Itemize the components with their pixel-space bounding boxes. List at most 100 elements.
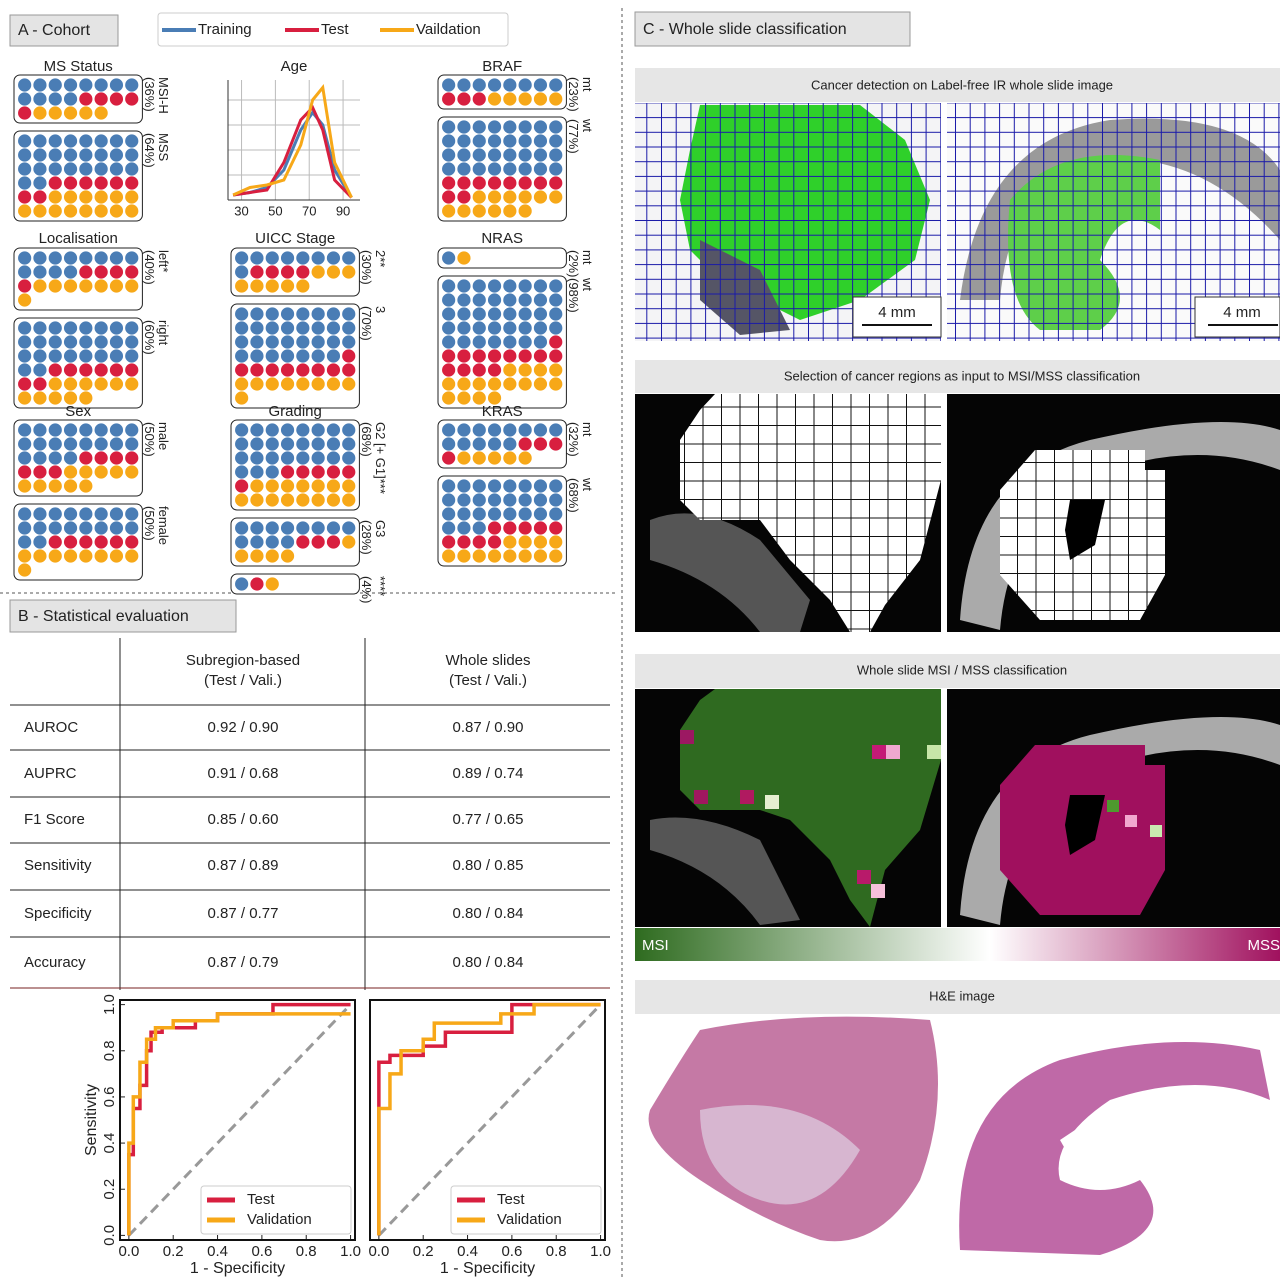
group-share: (30%)	[359, 250, 374, 285]
dot	[235, 363, 248, 376]
dot	[79, 251, 92, 264]
dot	[125, 321, 138, 334]
dot	[519, 437, 532, 450]
dot	[519, 451, 532, 464]
dot	[79, 363, 92, 376]
dot	[266, 363, 279, 376]
dot	[488, 134, 501, 147]
legend-label: Vaildation	[416, 21, 481, 38]
y-tick-label: 0.4	[101, 1133, 118, 1154]
dot	[95, 204, 108, 217]
dot	[64, 349, 77, 362]
waffle-dots	[296, 535, 340, 548]
dot	[296, 251, 309, 264]
dot	[457, 479, 470, 492]
dot	[296, 493, 309, 506]
dot	[312, 451, 325, 464]
dot	[519, 521, 532, 534]
dot	[549, 423, 562, 436]
dot	[503, 437, 516, 450]
dot	[64, 507, 77, 520]
dot	[33, 176, 46, 189]
dot	[49, 190, 62, 203]
dot	[519, 535, 532, 548]
dot	[110, 423, 123, 436]
dot	[49, 391, 62, 404]
dot	[549, 162, 562, 175]
dot	[266, 335, 279, 348]
dot	[18, 507, 31, 520]
dot	[95, 465, 108, 478]
dot	[457, 535, 470, 548]
dot	[18, 521, 31, 534]
dot	[503, 535, 516, 548]
dot	[18, 148, 31, 161]
dot	[549, 78, 562, 91]
dot	[64, 190, 77, 203]
section-title: Whole slide MSI / MSS classification	[857, 662, 1067, 677]
dot	[64, 451, 77, 464]
dot	[296, 437, 309, 450]
dot	[296, 279, 309, 292]
dot	[442, 293, 455, 306]
y-tick-label: 0.0	[101, 1225, 118, 1246]
dot	[125, 134, 138, 147]
dot	[79, 78, 92, 91]
dot	[534, 148, 547, 161]
dot	[110, 549, 123, 562]
waffle-dots	[33, 106, 107, 119]
dot	[235, 307, 248, 320]
dot	[33, 78, 46, 91]
dot	[534, 349, 547, 362]
dot	[342, 377, 355, 390]
dot	[327, 493, 340, 506]
dot	[534, 307, 547, 320]
dot	[95, 134, 108, 147]
dot	[33, 265, 46, 278]
dot	[549, 349, 562, 362]
dot	[442, 423, 455, 436]
dot	[442, 507, 455, 520]
dot	[549, 321, 562, 334]
legend-label: Test	[321, 21, 349, 38]
dot	[95, 279, 108, 292]
dot	[519, 293, 532, 306]
dot	[95, 92, 108, 105]
dot	[281, 465, 294, 478]
dot	[473, 190, 486, 203]
dot	[457, 307, 470, 320]
dot	[250, 377, 263, 390]
dot	[125, 279, 138, 292]
dot	[327, 349, 340, 362]
group-share: (50%)	[142, 506, 157, 541]
dot	[342, 423, 355, 436]
dot	[79, 190, 92, 203]
dot	[18, 204, 31, 217]
dot	[296, 465, 309, 478]
dot	[503, 335, 516, 348]
dot	[95, 162, 108, 175]
waffle-dots	[442, 92, 486, 105]
x-axis-label: 1 - Specificity	[190, 1260, 285, 1277]
dot	[534, 176, 547, 189]
x-tick-label: 0.0	[368, 1243, 389, 1260]
panel-title: A - Cohort	[18, 22, 91, 39]
dot	[534, 279, 547, 292]
dot	[534, 507, 547, 520]
dot	[473, 363, 486, 376]
legend-label: Test	[247, 1191, 275, 1208]
table-cell: 0.77 / 0.65	[453, 811, 524, 828]
dot	[33, 363, 46, 376]
dot	[95, 251, 108, 264]
dot	[49, 535, 62, 548]
dot	[110, 190, 123, 203]
dot	[549, 479, 562, 492]
dot	[18, 549, 31, 562]
dot	[342, 437, 355, 450]
dot	[250, 423, 263, 436]
dot	[95, 349, 108, 362]
group-share: (4%)	[359, 576, 374, 603]
dot	[125, 363, 138, 376]
dot	[49, 451, 62, 464]
dot	[519, 321, 532, 334]
